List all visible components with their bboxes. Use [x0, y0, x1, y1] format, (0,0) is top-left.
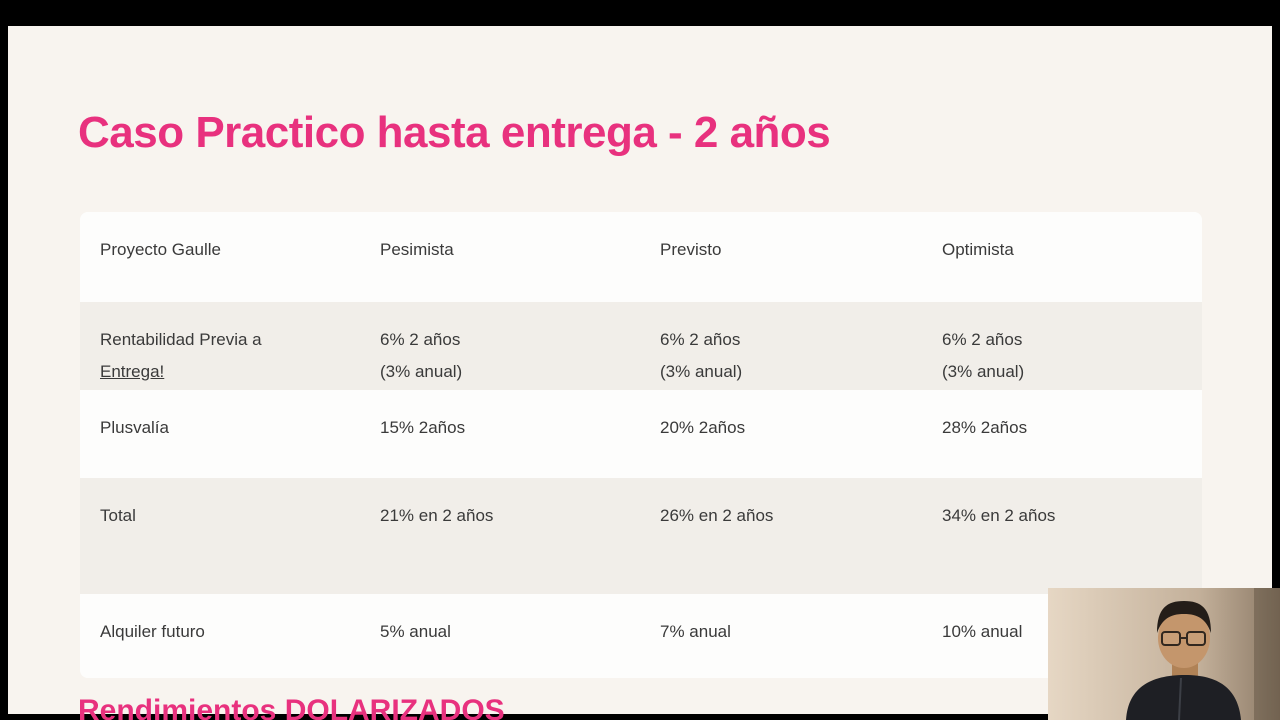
table-cell: 21% en 2 años [380, 506, 494, 525]
table-row-total: Total 21% en 2 años 26% en 2 años 34% en… [80, 478, 1202, 594]
table-cell: 7% anual [660, 622, 731, 641]
table-cell: 28% 2años [942, 418, 1028, 437]
column-header-pesimista: Pesimista [380, 240, 454, 259]
presenter-person [1126, 601, 1241, 720]
table-header-row: Proyecto Gaulle Pesimista Previsto Optim… [80, 212, 1202, 302]
cell-line: 6% 2 años [380, 330, 461, 349]
table-cell: 6% 2 años (3% anual) [360, 302, 640, 390]
presenter-body [1126, 675, 1241, 720]
table-cell: 15% 2años [380, 418, 466, 437]
column-header-proyecto-gaulle: Proyecto Gaulle [100, 240, 221, 259]
table-cell: 6% 2 años (3% anual) [640, 302, 922, 390]
cell-line: 6% 2 años [660, 330, 741, 349]
row-label: Rentabilidad Previa a Entrega! [80, 302, 360, 390]
cell-line: (3% anual) [380, 362, 463, 381]
column-header-optimista: Optimista [942, 240, 1014, 259]
cell-line: (3% anual) [942, 362, 1025, 381]
webcam-overlay [1048, 588, 1280, 720]
footer-note: Rendimientos DOLARIZADOS [78, 694, 505, 720]
row-label: Alquiler futuro [100, 622, 205, 641]
table-cell: 26% en 2 años [660, 506, 774, 525]
cell-line: 6% 2 años [942, 330, 1023, 349]
row-label-line: Rentabilidad Previa a [100, 330, 262, 349]
table-row-plusvalia: Plusvalía 15% 2años 20% 2años 28% 2años [80, 390, 1202, 478]
table-cell: 6% 2 años (3% anual) [922, 302, 1202, 390]
row-label: Total [100, 506, 136, 525]
presenter-glasses [1161, 631, 1206, 646]
slide-title: Caso Practico hasta entrega - 2 años [78, 108, 831, 157]
presenter-hair [1157, 601, 1211, 633]
table-cell: 34% en 2 años [942, 506, 1056, 525]
slide: Caso Practico hasta entrega - 2 años Pro… [8, 26, 1272, 720]
presenter-zipper [1178, 677, 1182, 720]
table-row-alquiler-futuro: Alquiler futuro 5% anual 7% anual 10% an… [80, 594, 1202, 678]
row-label: Plusvalía [100, 418, 169, 437]
table-cell: 5% anual [380, 622, 451, 641]
table-row-rentabilidad-previa: Rentabilidad Previa a Entrega! 6% 2 años… [80, 302, 1202, 390]
presenter-video [1048, 588, 1280, 720]
results-table: Proyecto Gaulle Pesimista Previsto Optim… [80, 212, 1202, 678]
cell-line: (3% anual) [660, 362, 743, 381]
table-cell: 10% anual [942, 622, 1023, 641]
row-label-link-text: Entrega! [100, 362, 165, 381]
column-header-previsto: Previsto [660, 240, 722, 259]
table-cell: 20% 2años [660, 418, 746, 437]
